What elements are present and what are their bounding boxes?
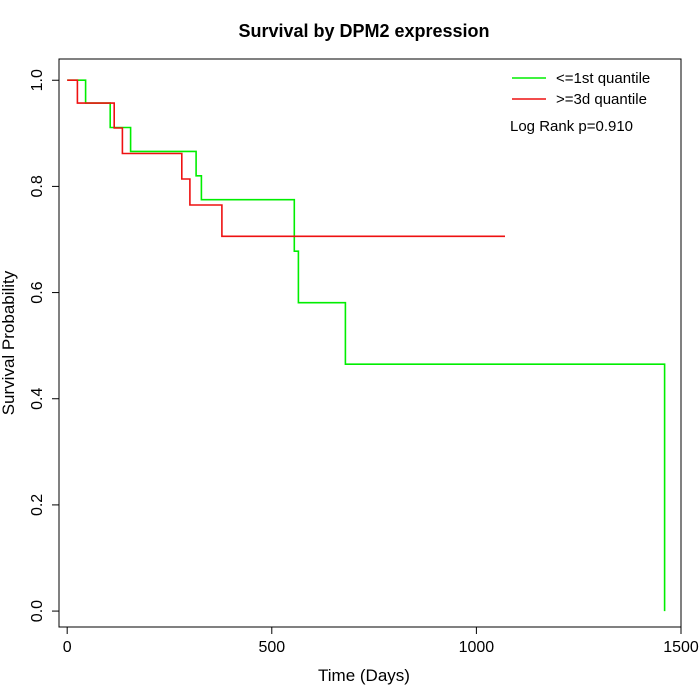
y-axis-label: Survival Probability	[0, 270, 18, 415]
y-tick-label: 0.6	[29, 281, 46, 303]
x-axis: 0 500 1000 1500	[63, 627, 699, 656]
legend-label-high-quantile: >=3d quantile	[556, 91, 647, 108]
chart-title: Survival by DPM2 expression	[238, 21, 489, 41]
x-tick-label: 0	[63, 639, 72, 656]
y-axis: 0.0 0.2 0.4 0.6 0.8 1.0	[29, 69, 59, 622]
y-tick-label: 0.0	[29, 600, 46, 622]
x-tick-label: 500	[258, 639, 285, 656]
series-line-high-quantile	[67, 79, 505, 238]
legend-label-low-quantile: <=1st quantile	[556, 70, 650, 87]
x-tick-label: 1000	[459, 639, 495, 656]
legend: <=1st quantile >=3d quantile	[512, 70, 650, 108]
y-tick-label: 1.0	[29, 69, 46, 91]
series-layer	[67, 79, 666, 612]
y-tick-label: 0.4	[29, 388, 46, 410]
x-tick-label: 1500	[663, 639, 699, 656]
x-axis-label: Time (Days)	[318, 666, 410, 685]
log-rank-annotation: Log Rank p=0.910	[510, 118, 633, 135]
plot-frame	[58, 58, 682, 628]
series-line-low-quantile	[67, 79, 666, 612]
y-tick-label: 0.2	[29, 494, 46, 516]
y-tick-label: 0.8	[29, 175, 46, 197]
